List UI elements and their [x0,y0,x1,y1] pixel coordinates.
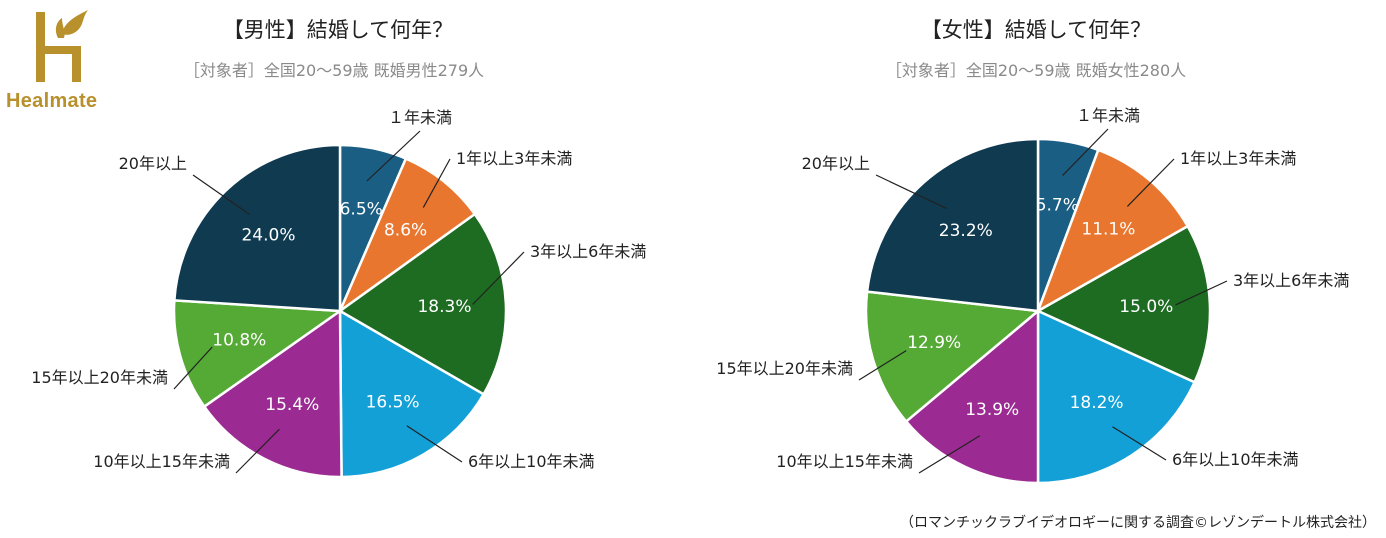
pie-category-label-female-4: 10年以上15年未満 [776,452,913,471]
pie-value-label-female-1: 11.1% [1081,220,1135,240]
pie-leader-line-male-1 [422,158,451,208]
pie-category-label-female-1: 1年以上3年未満 [1180,149,1296,168]
pie-leader-line-female-6 [875,174,947,209]
pie-value-label-male-2: 18.3% [417,297,471,317]
pie-slice-male-5 [172,299,344,409]
pie-slice-female-3 [1036,309,1197,485]
logo-wordmark: Healmate [6,90,98,112]
pie-leader-line-female-3 [1112,426,1167,461]
pie-slice-female-1 [1035,148,1190,314]
pie-value-label-male-4: 15.4% [265,395,319,415]
pie-slice-female-5 [864,290,1042,424]
pie-value-label-male-6: 24.0% [241,226,295,246]
pie-leader-line-female-5 [858,350,907,381]
healmate-logo: Healmate [4,6,114,112]
pie-value-label-female-4: 13.9% [965,400,1019,420]
pie-slice-male-6 [173,143,342,313]
pie-value-label-female-5: 12.9% [907,333,961,353]
pie-slice-female-2 [1035,224,1212,384]
pie-leader-line-female-1 [1126,158,1175,207]
chart-title-female: 【女性】結婚して何年？ [920,18,1152,42]
pie-slice-male-1 [337,156,477,315]
pie-slice-male-2 [337,212,508,397]
pie-category-label-male-3: 6年以上10年未満 [468,452,595,471]
pie-value-label-male-0: 6.5% [340,200,383,220]
pie-leader-line-male-4 [235,428,280,474]
pie-slice-female-6 [865,137,1040,313]
pie-leader-line-male-0 [366,130,421,182]
pie-leader-line-male-2 [472,251,525,305]
pie-slice-male-3 [338,308,486,479]
pie-category-label-male-5: 15年以上20年未満 [31,368,168,387]
pie-value-label-male-5: 10.8% [212,330,266,350]
pie-category-label-male-1: 1年以上3年未満 [456,149,572,168]
source-credit: （ロマンチックラブイデオロギーに関する調査©レゾンデートル株式会社） [900,515,1376,531]
chart-subtitle-female: ［対象者］全国20～59歳 既婚女性280人 [885,61,1187,80]
pie-leader-line-male-6 [192,174,250,215]
pie-value-label-female-3: 18.2% [1070,393,1124,413]
pie-slice-male-4 [202,308,343,479]
pie-category-label-female-3: 6年以上10年未満 [1172,450,1299,469]
pie-category-label-male-2: 3年以上6年未満 [530,242,646,261]
pie-leader-line-male-5 [173,346,213,390]
pie-value-label-male-1: 8.6% [384,221,427,241]
pie-value-label-female-2: 15.0% [1119,297,1173,317]
pie-leader-line-female-0 [1062,128,1109,177]
healmate-logo-icon [36,10,88,82]
pie-leader-line-female-2 [1175,280,1228,306]
pie-category-label-male-0: １年未満 [388,108,452,127]
chart-title-male: 【男性】結婚して何年？ [222,18,454,42]
pie-category-label-female-6: 20年以上 [802,154,870,173]
pie-leader-line-female-4 [918,435,981,474]
pie-category-label-male-6: 20年以上 [119,154,187,173]
pie-category-label-female-0: １年未満 [1076,106,1140,125]
pie-category-label-female-5: 15年以上20年未満 [716,359,853,378]
pie-value-label-male-3: 16.5% [366,392,420,412]
pie-value-label-female-6: 23.2% [939,221,993,241]
pie-value-label-female-0: 5.7% [1036,195,1079,215]
pie-category-label-female-2: 3年以上6年未満 [1233,271,1349,290]
pie-leader-line-male-3 [406,425,463,463]
pie-slice-female-4 [904,308,1040,485]
pie-category-label-male-4: 10年以上15年未満 [93,452,230,471]
chart-subtitle-male: ［対象者］全国20～59歳 既婚男性279人 [183,61,485,80]
